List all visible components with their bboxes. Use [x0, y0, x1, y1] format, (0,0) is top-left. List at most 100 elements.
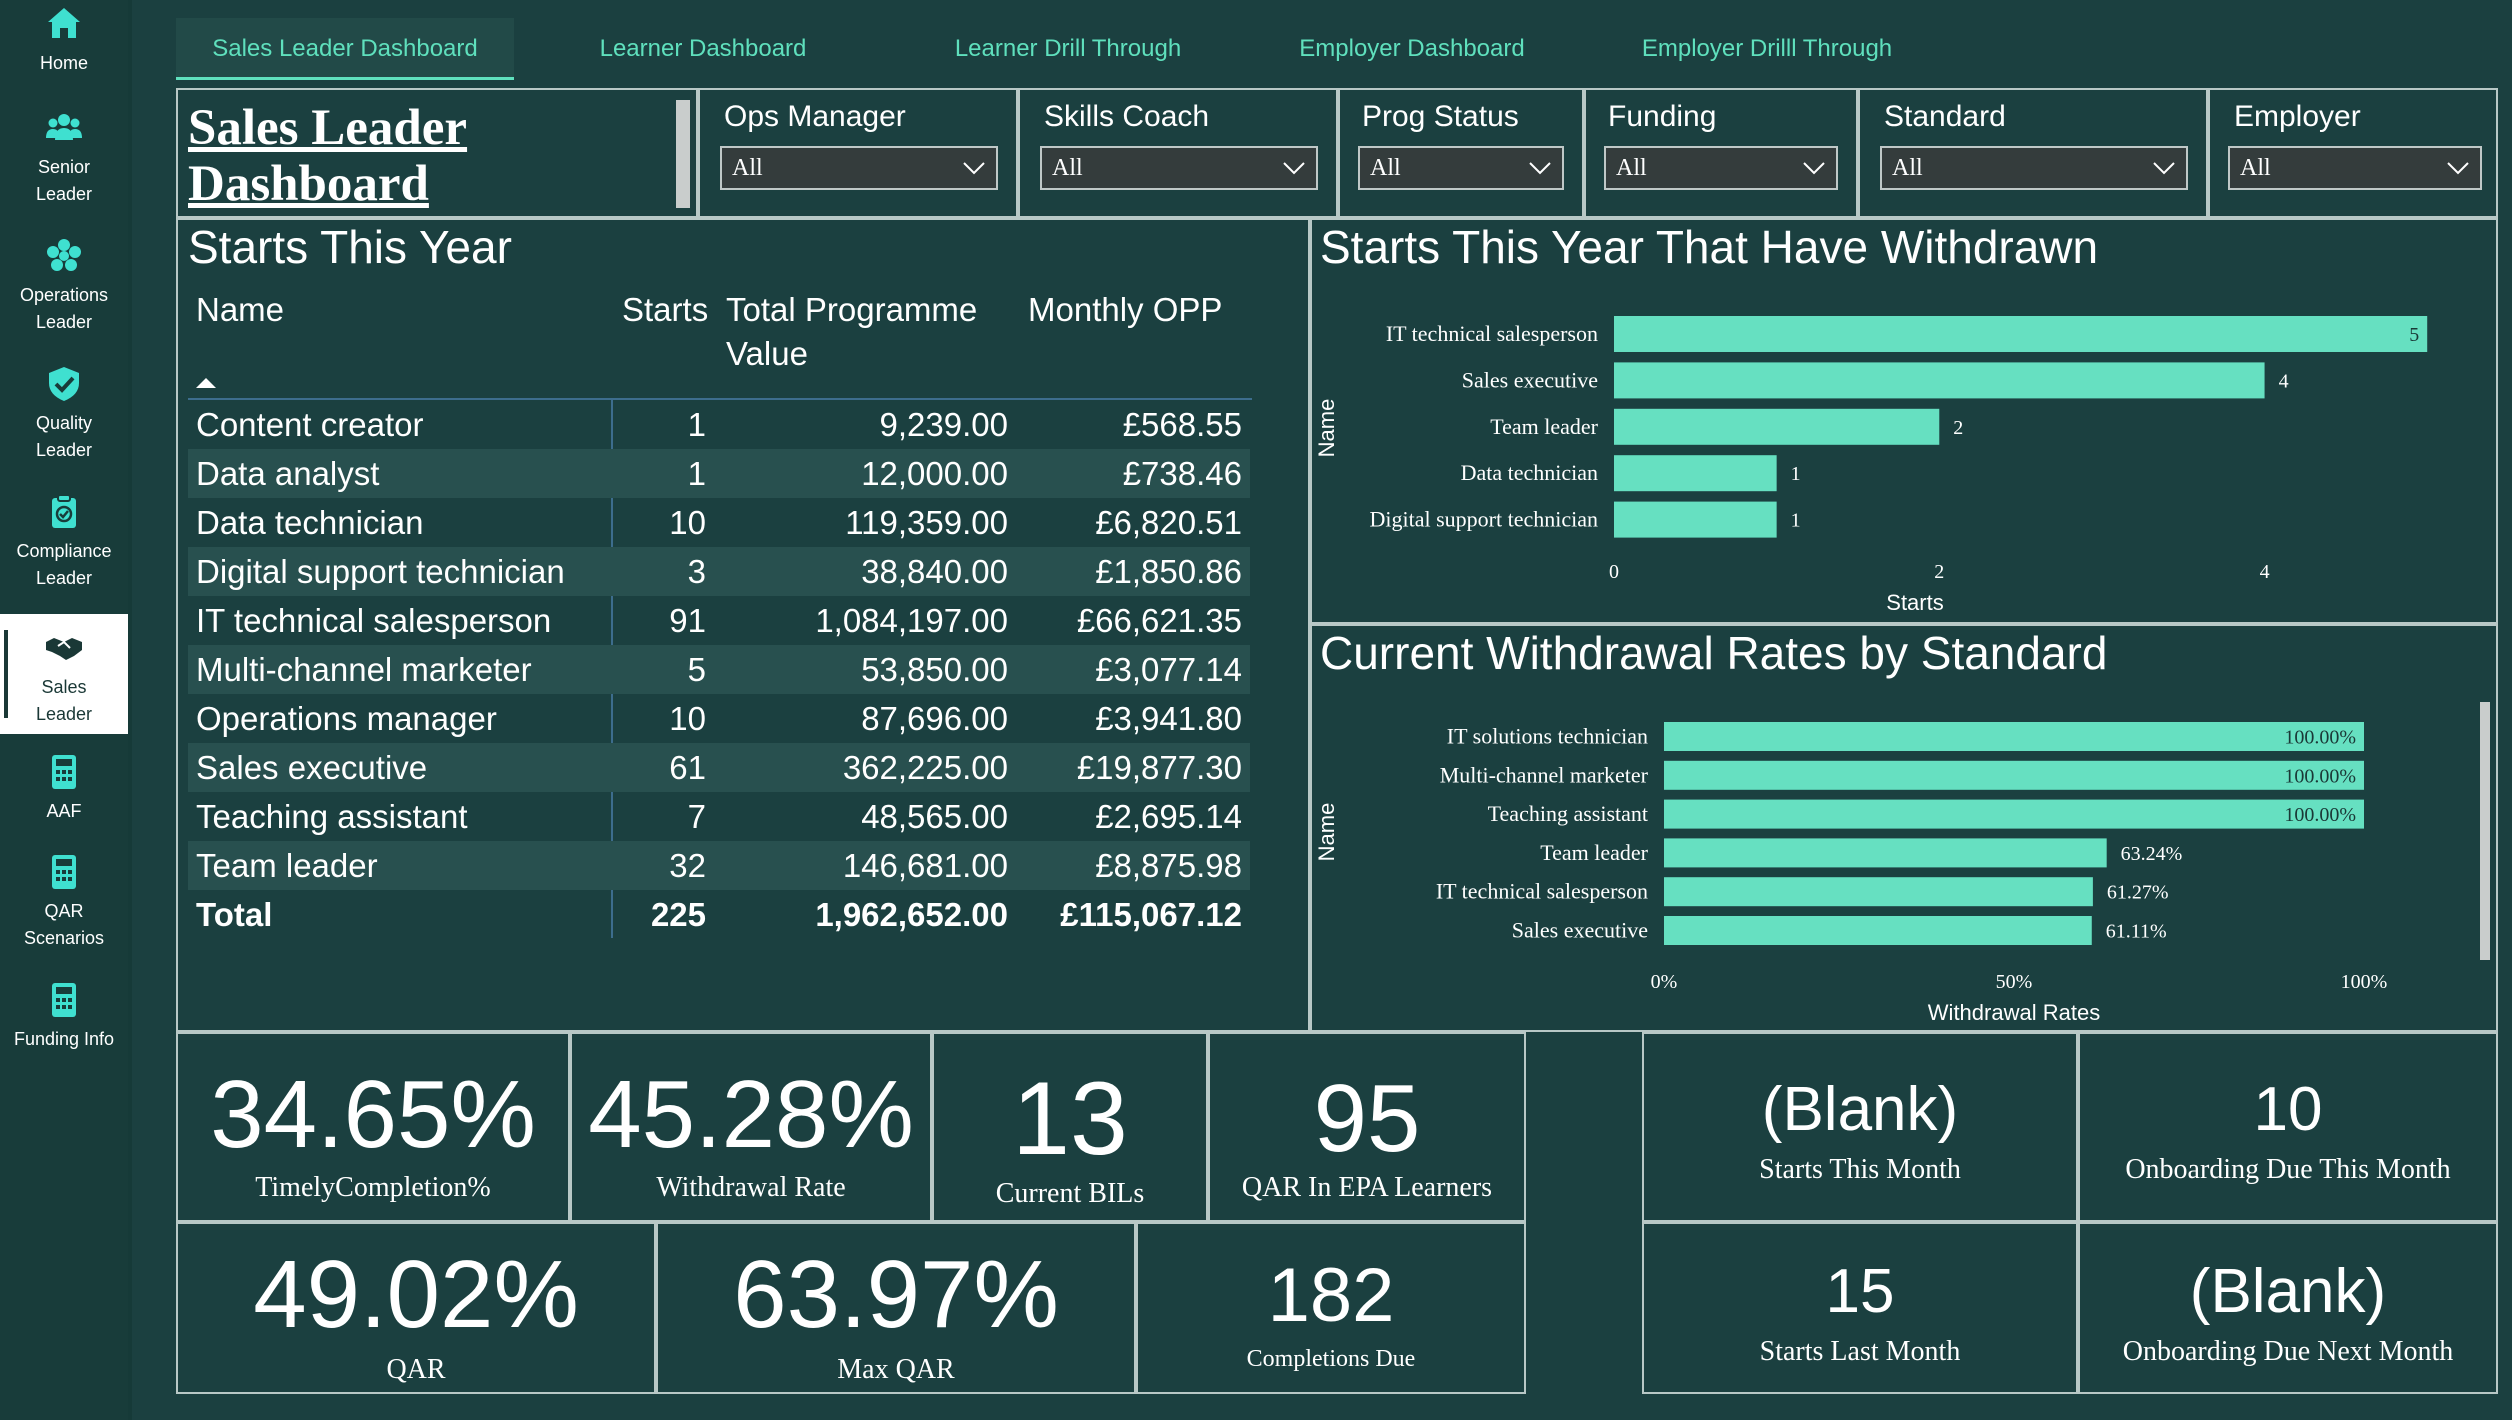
nav-aaf[interactable]: AAF	[0, 752, 128, 832]
x-tick-label: 0%	[1651, 971, 1678, 993]
flower-icon	[47, 239, 81, 271]
nav-home[interactable]: Home	[0, 4, 128, 82]
data-label: 2	[1953, 417, 1963, 439]
cell-value: 12,000.00	[861, 455, 1008, 492]
nav-compliance-leader[interactable]: Compliance Leader	[0, 492, 128, 602]
kpi-current-bils-label: Current BILs	[995, 1178, 1145, 1209]
bar[interactable]	[1664, 722, 2364, 751]
col-header-starts[interactable]: Starts	[622, 291, 709, 328]
bar[interactable]	[1614, 408, 1940, 445]
kpi-timely-completion	[176, 1032, 570, 1222]
clipboard-check-icon	[52, 494, 76, 528]
x-tick-label: 0	[1609, 561, 1619, 583]
cell-opp: £738.46	[1122, 455, 1242, 492]
withdrawn-chart-title: Starts This Year That Have Withdrawn	[1320, 221, 2099, 273]
category-label: IT technical salesperson	[1436, 879, 1648, 904]
kpi-qar-label: QAR	[386, 1354, 446, 1385]
bar[interactable]	[1664, 799, 2364, 829]
cell-value: 362,225.00	[842, 749, 1008, 786]
bar[interactable]	[1664, 916, 2092, 945]
table-row[interactable]: Digital support technician 3 38,840.00 £1,8…	[188, 547, 1250, 596]
cell-starts: 3	[687, 553, 706, 590]
kpi-starts-last-month-value: 15	[1825, 1257, 1895, 1326]
table-row[interactable]: Data technician 10 119,359.00 £6,820.51	[188, 498, 1250, 547]
kpi-timely-completion-label: TimelyCompletion%	[255, 1172, 491, 1203]
kpi-current-bils	[932, 1032, 1208, 1222]
chart-scrollbar[interactable]	[2480, 702, 2490, 960]
withdrawn-chart: IT technical salesperson 5 Sales executive…	[1314, 316, 2428, 615]
category-label: Sales executive	[1512, 918, 1648, 943]
tab-learner-drill-through[interactable]: Learner Drill Through	[954, 35, 1182, 62]
slicer-skills-coach-dropdown[interactable]: All	[1040, 146, 1318, 190]
slicer-employer-value: All	[2240, 155, 2271, 181]
bar[interactable]	[1664, 838, 2107, 868]
cell-opp: £8,875.98	[1095, 847, 1242, 884]
kpi-starts-last-month	[1642, 1222, 2078, 1394]
page-title: Sales Leader Dashboard	[188, 100, 468, 212]
nav-qar-scenarios-label: QAR Scenarios	[23, 901, 105, 948]
bar[interactable]	[1614, 362, 2265, 399]
table-row[interactable]: Data analyst 1 12,000.00 £738.46	[188, 449, 1250, 498]
slicer-ops-manager-dropdown[interactable]: All	[720, 146, 998, 190]
home-icon	[48, 8, 80, 38]
slicer-prog-status-dropdown[interactable]: All	[1358, 146, 1564, 190]
category-label: Team leader	[1540, 840, 1648, 865]
nav-sales-leader[interactable]: Sales Leader	[0, 614, 128, 734]
table-row[interactable]: Sales executive 61 362,225.00 £19,877.30	[188, 743, 1250, 792]
nav-senior-leader[interactable]: Senior Leader	[0, 108, 128, 218]
tab-employer-drill-through[interactable]: Employer Drilll Through	[1641, 35, 1893, 62]
kpi-qar	[176, 1222, 656, 1394]
total-value: 1,962,652.00	[815, 896, 1008, 933]
table-row[interactable]: Teaching assistant 7 48,565.00 £2,695.14	[188, 792, 1250, 841]
starts-table-panel	[176, 218, 1310, 1032]
x-axis-label: Withdrawal Rates	[1928, 1000, 2100, 1025]
col-header-monthly-opp[interactable]: Monthly OPP	[1028, 291, 1223, 328]
kpi-max-qar-label: Max QAR	[837, 1354, 955, 1385]
tab-sales-leader-dashboard[interactable]: Sales Leader Dashboard	[176, 18, 514, 80]
sort-ascending-icon[interactable]	[194, 376, 218, 390]
nav-funding-info[interactable]: Funding Info	[0, 980, 128, 1060]
col-header-total-programme-value[interactable]: Total Programme Value	[726, 291, 978, 372]
bar[interactable]	[1614, 501, 1777, 538]
chevron-down-icon	[2153, 162, 2175, 175]
tab-employer-dashboard[interactable]: Employer Dashboard	[1299, 35, 1525, 62]
tab-learner-dashboard[interactable]: Learner Dashboard	[599, 35, 807, 62]
nav-quality-leader[interactable]: Quality Leader	[0, 364, 128, 474]
title-divider	[676, 100, 690, 208]
table-row[interactable]: IT technical salesperson 91 1,084,197.00 £6…	[188, 596, 1250, 645]
slicer-employer-dropdown[interactable]: All	[2228, 146, 2482, 190]
table-row[interactable]: Team leader 32 146,681.00 £8,875.98	[188, 841, 1250, 890]
cell-value: 146,681.00	[842, 847, 1008, 884]
nav-senior-leader-label: Senior Leader	[35, 157, 93, 204]
cell-value: 1,084,197.00	[815, 602, 1008, 639]
cell-opp: £1,850.86	[1095, 553, 1242, 590]
cell-opp: £3,077.14	[1095, 651, 1242, 688]
table-row[interactable]: Content creator 1 9,239.00 £568.55	[188, 400, 1250, 449]
slicer-funding-dropdown[interactable]: All	[1604, 146, 1838, 190]
bar[interactable]	[1664, 877, 2093, 907]
total-name: Total	[196, 896, 273, 933]
data-label: 4	[2279, 370, 2289, 392]
cell-starts: 10	[669, 504, 706, 541]
data-label: 100.00%	[2284, 804, 2356, 826]
table-row[interactable]: Operations manager 10 87,696.00 £3,941.80	[188, 694, 1250, 743]
bar[interactable]	[1614, 455, 1777, 492]
cell-starts: 32	[669, 847, 706, 884]
slicer-standard-dropdown[interactable]: All	[1880, 146, 2188, 190]
y-axis-label: Name	[1314, 399, 1339, 458]
x-tick-label: 2	[1934, 561, 1944, 583]
category-label: Multi-channel marketer	[1440, 762, 1649, 787]
col-header-name[interactable]: Name	[196, 291, 285, 328]
table-row[interactable]: Multi-channel marketer 5 53,850.00 £3,077.1…	[188, 645, 1250, 694]
nav-operations-leader[interactable]: Operations Leader	[0, 236, 128, 346]
category-label: Team leader	[1490, 414, 1598, 439]
bar[interactable]	[1614, 316, 2428, 352]
nav-qar-scenarios[interactable]: QAR Scenarios	[0, 852, 128, 962]
bar[interactable]	[1664, 760, 2364, 790]
withdrawal-rates-title: Current Withdrawal Rates by Standard	[1320, 627, 2108, 679]
kpi-onboarding-due-next-month	[2078, 1222, 2498, 1394]
cell-name: Operations manager	[196, 700, 497, 737]
cell-name: Teaching assistant	[196, 798, 468, 835]
slicer-funding-value: All	[1616, 155, 1647, 181]
title-panel	[176, 88, 698, 218]
